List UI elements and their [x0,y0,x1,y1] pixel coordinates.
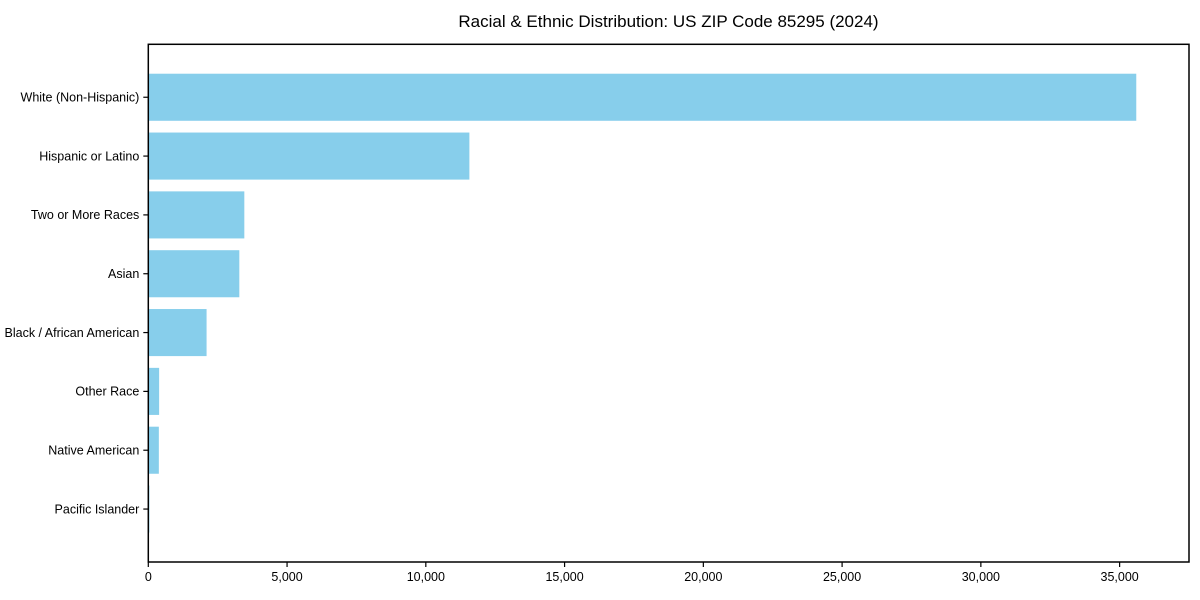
bar [148,426,159,474]
bar [148,132,470,180]
y-tick-label: Native American [48,444,139,458]
y-tick-label: Two or More Races [31,208,139,222]
y-tick-label: Asian [108,267,139,281]
y-tick-label: White (Non-Hispanic) [21,91,140,105]
x-tick-label: 35,000 [1101,570,1139,584]
bar [148,309,207,357]
x-tick-label: 0 [145,570,152,584]
bar [148,250,240,298]
chart-title: Racial & Ethnic Distribution: US ZIP Cod… [458,12,879,31]
y-tick-label: Hispanic or Latino [39,149,139,163]
x-tick-label: 30,000 [962,570,1000,584]
x-tick-label: 20,000 [684,570,722,584]
y-tick-label: Other Race [75,385,139,399]
x-tick-label: 5,000 [271,570,302,584]
x-tick-label: 15,000 [545,570,583,584]
x-tick-label: 25,000 [823,570,861,584]
bar [148,367,160,415]
y-tick-label: Pacific Islander [55,502,140,516]
bar [148,73,1137,121]
plot-border [147,43,1190,563]
x-tick-label: 10,000 [407,570,445,584]
y-tick-label: Black / African American [5,326,140,340]
bar [148,191,245,239]
